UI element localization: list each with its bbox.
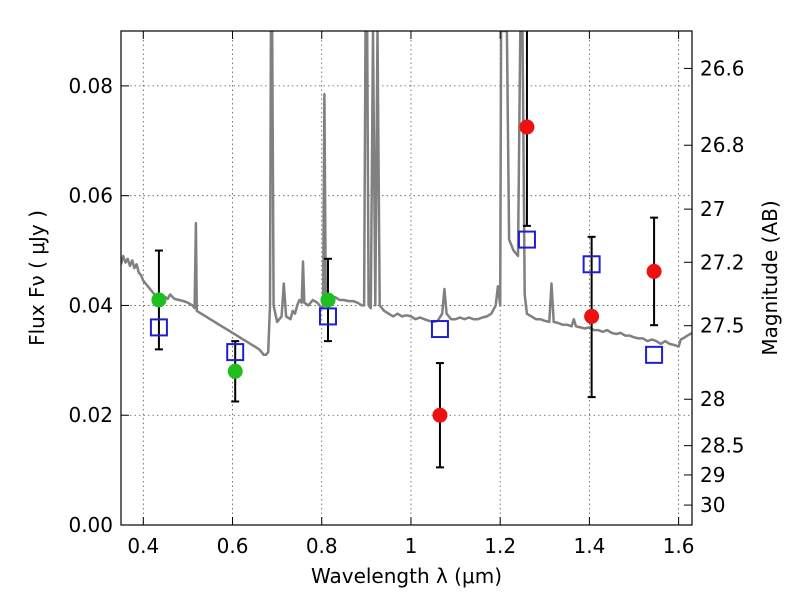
y2-axis-ticks: 26.6 26.8 27 27.2 27.5 28 28.5 29 30 (684, 56, 745, 517)
model-spectrum-layer (121, 31, 692, 357)
x-tick-label: 0.8 (306, 534, 338, 558)
y2-tick-label: 26.8 (700, 133, 745, 157)
red-data-point (432, 407, 448, 423)
y2-tick-label: 28 (700, 387, 725, 411)
x-tick-label: 0.4 (127, 534, 159, 558)
green-data-point (320, 292, 336, 308)
model-photometry-marker (430, 320, 449, 339)
model-photometry-marker (318, 307, 337, 326)
x-tick-label: 1 (405, 534, 418, 558)
grid-lines (121, 31, 692, 525)
y2-tick-label: 30 (700, 493, 725, 517)
model-photometry-marker (149, 318, 168, 337)
y-tick-label: 0.04 (68, 293, 113, 317)
model-photometry-marker (645, 345, 664, 364)
x-tick-label: 1.6 (663, 534, 695, 558)
model-photometry-marker (226, 343, 245, 362)
y-axis-label: Flux Fν ( μJy ) (25, 210, 49, 346)
red-data-point (584, 308, 600, 324)
y2-tick-label: 28.5 (700, 434, 745, 458)
y-tick-label: 0.00 (68, 513, 113, 537)
y2-tick-label: 27.5 (700, 314, 745, 338)
model-photometry-marker (517, 230, 536, 249)
y-tick-label: 0.08 (68, 74, 113, 98)
marker-layer (149, 119, 664, 423)
y2-tick-label: 26.6 (700, 56, 745, 80)
x-tick-label: 0.6 (217, 534, 249, 558)
x-tick-label: 1.4 (573, 534, 605, 558)
y2-tick-label: 27 (700, 197, 725, 221)
y-axis-ticks: 0.00 0.02 0.04 0.06 0.08 (68, 74, 129, 537)
y2-tick-label: 29 (700, 463, 725, 487)
red-data-point (646, 263, 662, 279)
y-tick-label: 0.06 (68, 184, 113, 208)
y2-tick-label: 27.2 (700, 250, 745, 274)
x-axis-label: Wavelength λ (μm) (311, 564, 502, 588)
plot-frame (120, 30, 693, 526)
x-tick-label: 1.2 (484, 534, 516, 558)
x-axis-ticks: 0.4 0.6 0.8 1 1.2 1.4 1.6 (127, 31, 695, 558)
errorbar-layer (154, 31, 659, 469)
green-data-point (227, 363, 243, 379)
red-data-point (519, 119, 535, 135)
y-tick-label: 0.02 (68, 403, 113, 427)
model-spectrum-line (121, 31, 692, 357)
y2-axis-label: Magnitude (AB) (758, 200, 782, 355)
green-data-point (151, 292, 167, 308)
model-photometry-marker (582, 255, 601, 274)
